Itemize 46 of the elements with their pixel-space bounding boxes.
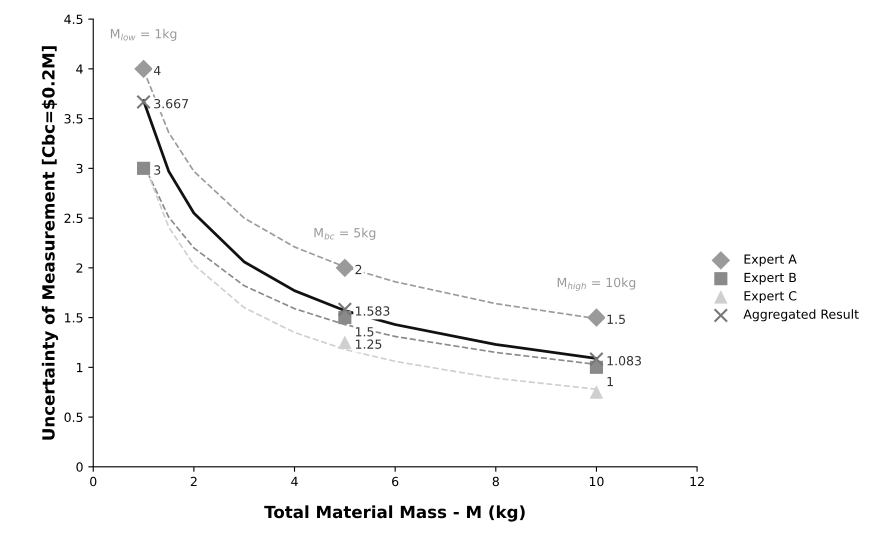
y-tick-label: 0.5 (64, 412, 82, 422)
y-tick-label: 0 (76, 462, 83, 472)
point (589, 352, 604, 366)
point (590, 386, 603, 399)
point (338, 302, 352, 317)
y-tick-label: 3 (76, 164, 83, 174)
point (336, 258, 354, 277)
annotation: M$_{low}$ = 1kg (110, 28, 176, 41)
line-series (142, 99, 598, 360)
point (587, 308, 606, 327)
data-label: 1.083 (608, 356, 641, 366)
y-tick-label: 4.5 (64, 14, 82, 24)
y-axis-title: Uncertainty of Measurement [Cbc=$0.2M] (42, 46, 58, 440)
x-tick-label: 2 (190, 476, 197, 486)
data-label: 1.5 (356, 327, 374, 336)
data-label: 1.25 (356, 339, 382, 349)
legend-label: Expert B (744, 272, 796, 285)
y-tick-label: 4 (76, 64, 83, 74)
x-tick-label: 12 (690, 476, 704, 486)
data-label: 3 (154, 165, 160, 175)
y-tick-label: 1.5 (65, 313, 82, 323)
y-tick-label: 2.5 (64, 214, 82, 224)
legend-label: Aggregated Result (743, 309, 859, 322)
y-tick-label: 1 (76, 362, 82, 372)
data-label: 3.667 (154, 98, 188, 108)
data-label: 1.5 (608, 314, 625, 324)
data-label: 4 (154, 66, 161, 76)
annotation: M$_{bc}$ = 5kg (314, 228, 376, 240)
y-tick-label: 3.5 (64, 114, 82, 124)
point (137, 162, 150, 175)
data-label: 1 (608, 376, 613, 386)
data-label: 2 (355, 264, 362, 274)
point (338, 336, 352, 350)
x-tick-label: 0 (90, 476, 96, 486)
x-tick-label: 10 (590, 476, 604, 486)
x-tick-label: 4 (291, 476, 298, 486)
legend-label: Expert A (744, 254, 797, 266)
data-label: 1.583 (356, 306, 390, 316)
x-axis-title: Total Material Mass - M (kg) (264, 505, 525, 522)
point (134, 60, 153, 78)
legend-label: Expert C (744, 291, 796, 303)
annotation: M$_{high}$ = 10kg (558, 278, 636, 291)
point (136, 94, 151, 110)
y-tick-label: 2 (76, 263, 82, 273)
x-tick-label: 8 (492, 476, 499, 486)
x-tick-label: 6 (392, 476, 398, 486)
